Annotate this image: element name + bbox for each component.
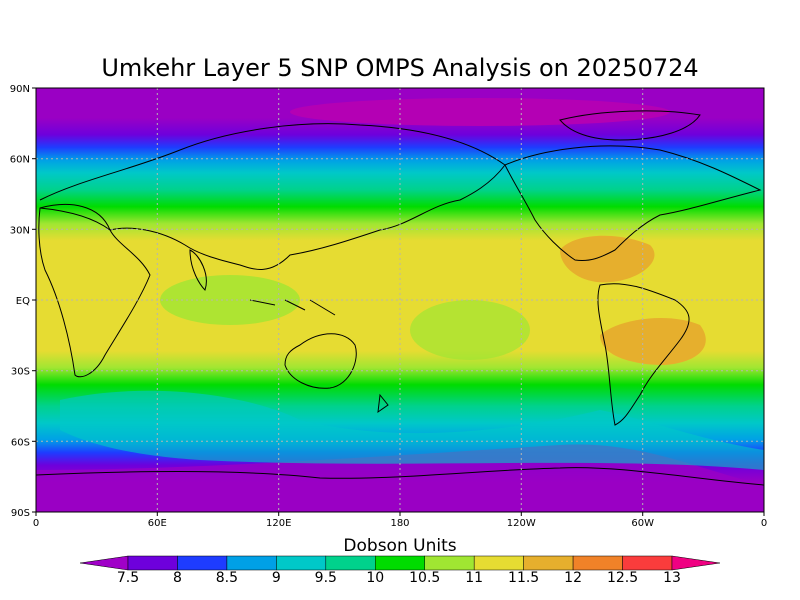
lon-label-60w: 60W	[631, 518, 654, 529]
lat-label-90s: 90S	[11, 508, 30, 519]
north-america-coastline	[504, 145, 762, 261]
new-zealand-coastline	[377, 393, 389, 414]
india-coastline	[189, 249, 207, 291]
south-america-coastline	[597, 283, 690, 426]
lat-label-60s: 60S	[11, 437, 30, 448]
colorbar-tick-label: 13	[663, 570, 681, 586]
colorbar-tick-label: 12	[564, 570, 582, 586]
colorbar-tick-label: 9.5	[314, 570, 337, 586]
lat-tick-labels: 90N 60N 30N EQ 30S 60S 90S	[10, 84, 30, 519]
lon-label-0-right: 0	[761, 518, 767, 529]
colorbar-segment	[226, 555, 277, 571]
lat-label-60n: 60N	[10, 155, 30, 166]
lon-label-120w: 120W	[507, 518, 536, 529]
greenland-coastline	[559, 110, 701, 141]
colorbar-tick-label: 8.5	[215, 570, 239, 586]
colorbar-tick-label: 10.5	[409, 570, 441, 586]
colorbar-over-triangle	[671, 555, 721, 571]
colorbar-segment	[523, 555, 574, 571]
lon-tick-labels: 0 60E 120E 180 120W 60W 0	[33, 518, 767, 529]
lon-label-60e: 60E	[148, 518, 167, 529]
lat-label-90n: 90N	[10, 84, 30, 95]
lon-label-180: 180	[390, 518, 409, 529]
antarctica-coastline	[36, 467, 764, 486]
colorbar-tick-label: 9	[271, 570, 281, 586]
colorbar-under-triangle	[79, 555, 129, 571]
colorbar-tick-label: 8	[172, 570, 182, 586]
pacific-green	[410, 300, 530, 360]
colorbar-segment	[572, 555, 623, 571]
colorbar-segment	[177, 555, 228, 571]
lon-label-0-left: 0	[33, 518, 39, 529]
indonesia-coastline	[249, 299, 336, 316]
eurasia-coastline	[39, 123, 506, 270]
lat-label-30n: 30N	[10, 225, 30, 236]
colorbar-tick-label: 10	[366, 570, 385, 586]
lon-label-120e: 120E	[266, 518, 291, 529]
colorbar-segment	[375, 555, 425, 571]
colorbar-segment	[127, 555, 178, 571]
colorbar-tick-label: 12.5	[606, 570, 639, 586]
colorbar-tick-label: 11	[465, 570, 484, 586]
coastlines	[36, 110, 764, 486]
map-title: Umkehr Layer 5 SNP OMPS Analysis on 2025…	[101, 54, 699, 82]
colorbar-title: Dobson Units	[343, 536, 457, 556]
lat-label-eq: EQ	[16, 296, 30, 307]
colorbar-tick-label: 11.5	[508, 570, 540, 586]
arctic-minimum-region	[290, 98, 670, 126]
australia-coastline	[284, 333, 357, 389]
colorbar-segment	[424, 555, 475, 571]
colorbar-segment	[276, 555, 327, 571]
south-america-maximum	[600, 317, 706, 365]
colorbar-segment	[473, 555, 524, 571]
colorbar	[79, 555, 721, 571]
lat-tick-marks	[32, 87, 765, 516]
graticule	[36, 88, 764, 512]
colorbar-segment	[325, 555, 376, 571]
colorbar-tick-label: 7.5	[116, 570, 140, 586]
colorbar-segment	[622, 555, 673, 571]
lat-label-30s: 30S	[11, 367, 30, 378]
map-field	[36, 88, 764, 512]
indian-ocean-green	[160, 275, 300, 325]
caribbean-maximum	[560, 235, 655, 283]
southern-cyan-band	[60, 390, 764, 470]
